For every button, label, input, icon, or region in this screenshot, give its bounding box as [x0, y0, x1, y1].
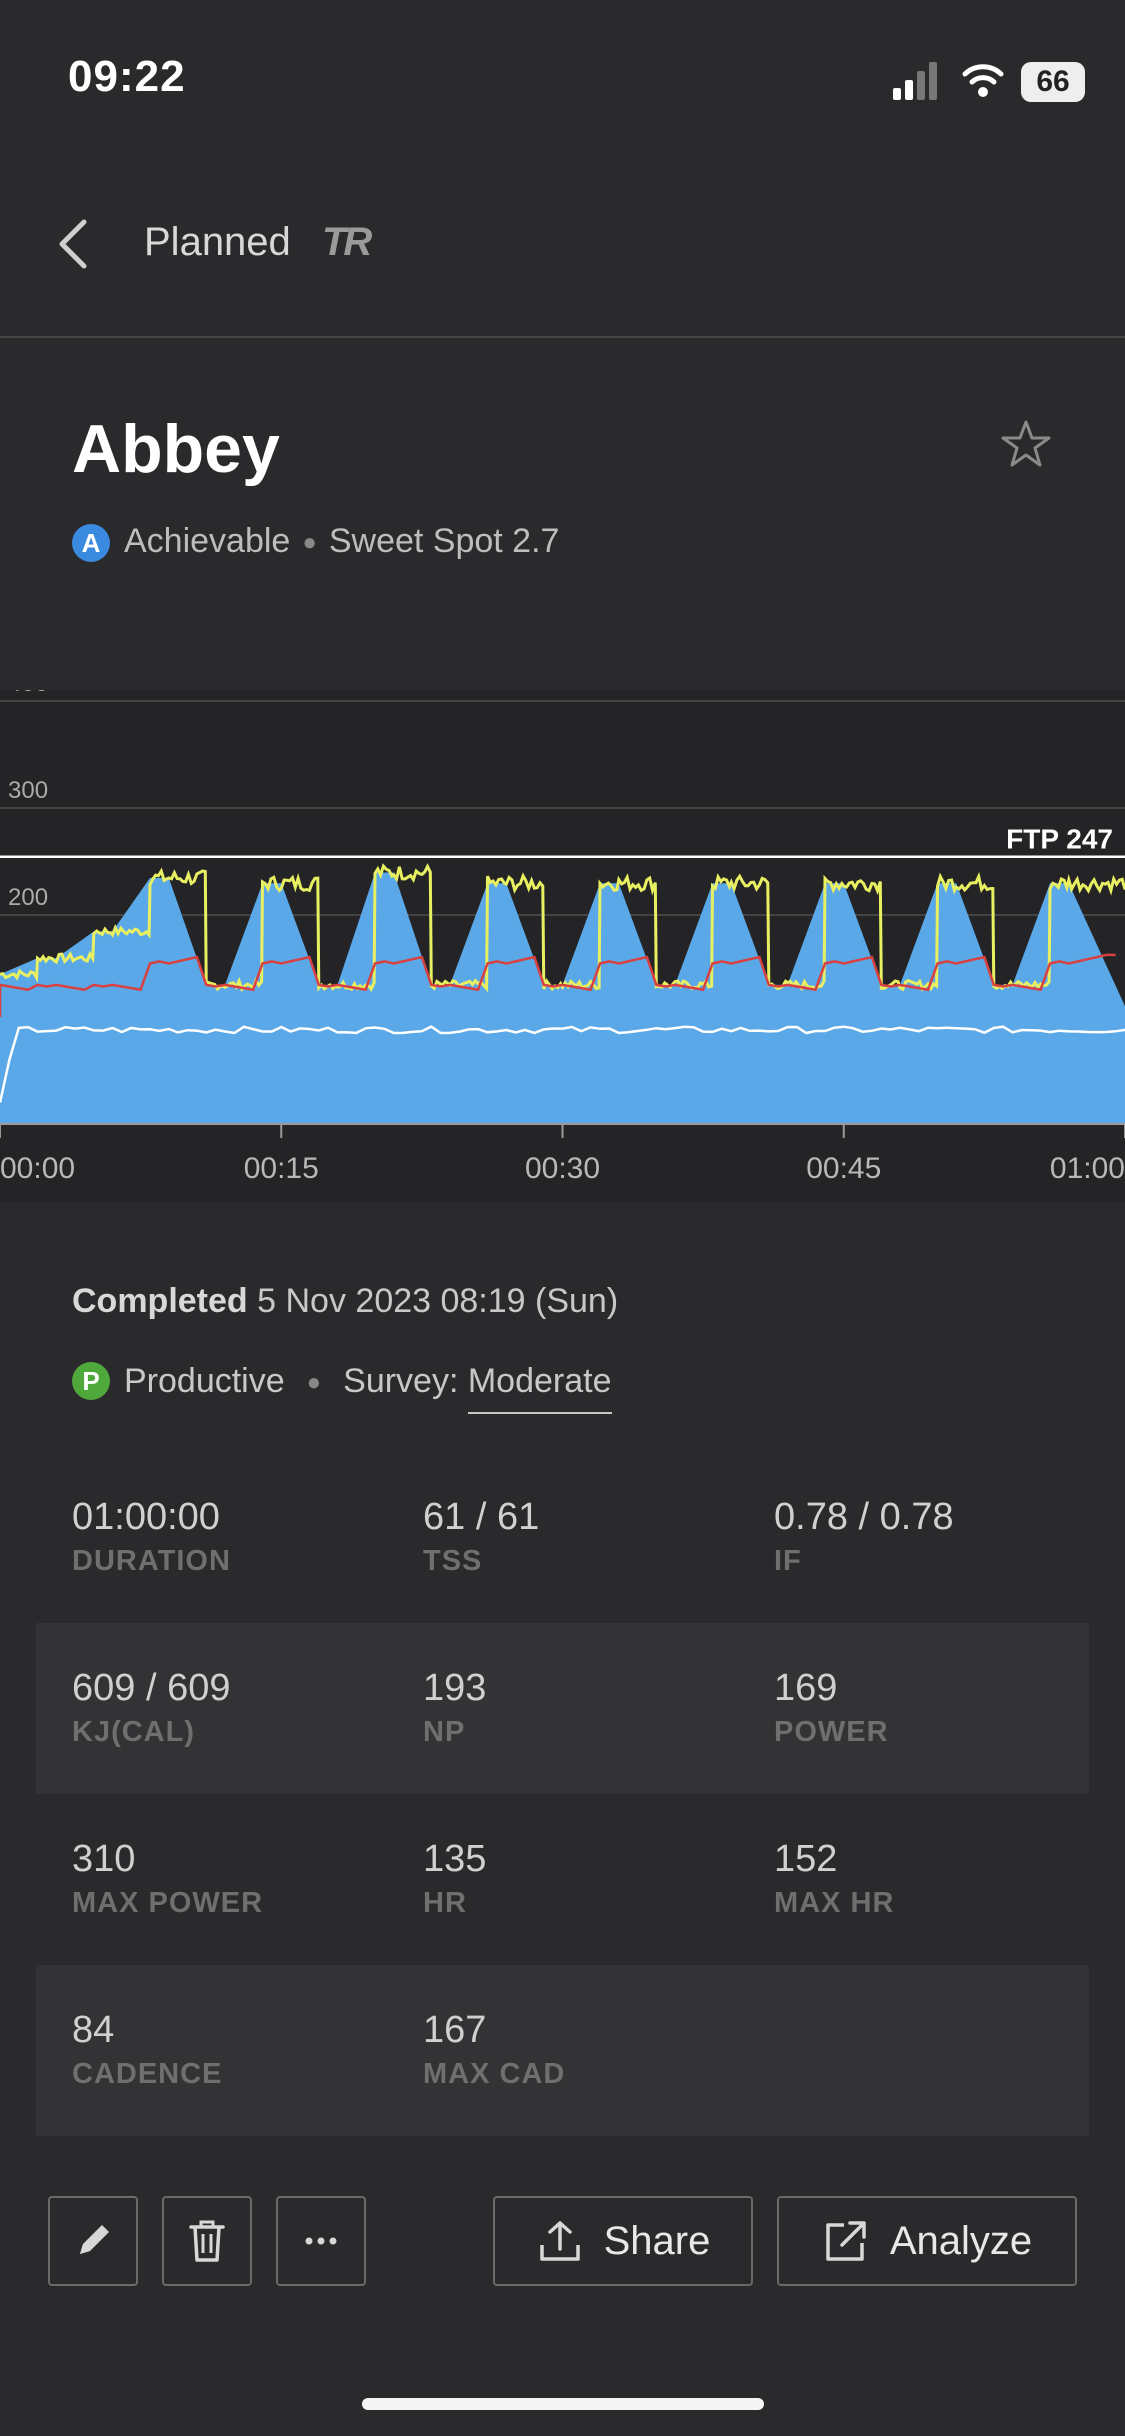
stat-label: TSS [423, 1545, 483, 1577]
stats-row: 84 CADENCE 167 MAX CAD [36, 1965, 1089, 2136]
difficulty-badge: A [72, 524, 110, 562]
stat-value: 169 [774, 1667, 838, 1709]
completed-date: 5 Nov 2023 08:19 (Sun) [257, 1282, 619, 1320]
back-label[interactable]: Planned [144, 220, 291, 264]
home-indicator [362, 2398, 764, 2410]
stat-value: 193 [423, 1667, 487, 1709]
stat-label: MAX CAD [423, 2058, 566, 2090]
nav-header [0, 180, 1125, 338]
y-tick-label: 400 [8, 690, 48, 697]
result-label: Productive [124, 1362, 285, 1400]
y-tick-label: 300 [8, 777, 48, 804]
y-tick-label: 200 [8, 884, 48, 911]
stat-label: MAX POWER [72, 1887, 264, 1919]
x-tick-label: 00:30 [525, 1152, 600, 1185]
workout-subtitle: Achievable ● Sweet Spot 2.7 [124, 522, 559, 561]
survey-value-link[interactable]: Moderate [467, 1362, 612, 1414]
survey-label: Survey: [343, 1362, 459, 1400]
wifi-icon [962, 64, 1004, 97]
stat-value: 135 [423, 1838, 487, 1880]
status-time: 09:22 [68, 52, 186, 101]
zone-label: Sweet Spot 2.7 [328, 522, 560, 560]
stat-max-hr: 152 MAX HR [774, 1838, 894, 1920]
stat-label: NP [423, 1716, 466, 1748]
stat-kj: 609 / 609 KJ(CAL) [72, 1667, 230, 1749]
edit-button[interactable] [48, 2196, 138, 2286]
difficulty-label: Achievable [124, 522, 291, 560]
more-dots-icon [305, 2237, 337, 2245]
stat-value: 310 [72, 1838, 136, 1880]
stats-grid: 01:00:00 DURATION 61 / 61 TSS 0.78 / 0.78 I… [36, 1452, 1089, 2136]
stat-label: DURATION [72, 1545, 231, 1577]
separator-dot: ● [302, 529, 317, 557]
stat-label: POWER [774, 1716, 889, 1748]
stat-cadence: 84 CADENCE [72, 2009, 222, 2091]
battery-indicator: 66 [1021, 62, 1085, 102]
separator-dot: ● [306, 1369, 322, 1397]
x-tick-label: 00:15 [244, 1152, 319, 1185]
ftp-label: FTP 247 [1006, 824, 1113, 855]
stat-value: 01:00:00 [72, 1496, 220, 1538]
trash-icon [189, 2220, 225, 2262]
stat-label: KJ(CAL) [72, 1716, 195, 1748]
stat-power: 169 POWER [774, 1667, 889, 1749]
share-icon [539, 2221, 580, 2261]
stat-max-power: 310 MAX POWER [72, 1838, 263, 1920]
stats-row: 310 MAX POWER 135 HR 152 MAX HR [36, 1794, 1089, 1965]
stat-tss: 61 / 61 TSS [423, 1496, 539, 1578]
x-tick-label: 00:45 [806, 1152, 881, 1185]
stat-label: MAX HR [774, 1887, 895, 1919]
stat-value: 152 [774, 1838, 838, 1880]
stat-value: 61 / 61 [423, 1496, 540, 1538]
delete-button[interactable] [162, 2196, 252, 2286]
cadence-line [0, 1025, 1125, 1103]
stat-label: CADENCE [72, 2058, 223, 2090]
cellular-signal-icon [893, 62, 937, 100]
stat-duration: 01:00:00 DURATION [72, 1496, 231, 1578]
analyze-label: Analyze [889, 2218, 1033, 2263]
stat-value: 0.78 / 0.78 [774, 1496, 954, 1538]
survey-row: Productive ● Survey: Moderate [124, 1362, 612, 1414]
stat-hr: 135 HR [423, 1838, 486, 1920]
trainerroad-logo: TR [322, 220, 372, 264]
stat-value: 84 [72, 2009, 115, 2051]
stat-if: 0.78 / 0.78 IF [774, 1496, 954, 1578]
stat-np: 193 NP [423, 1667, 486, 1749]
productive-badge: P [72, 1362, 110, 1400]
stat-value: 609 / 609 [72, 1667, 231, 1709]
stat-label: HR [423, 1887, 467, 1919]
stats-row: 01:00:00 DURATION 61 / 61 TSS 0.78 / 0.78 I… [36, 1452, 1089, 1623]
stat-max-cad: 167 MAX CAD [423, 2009, 565, 2091]
analyze-button[interactable]: Analyze [777, 2196, 1077, 2286]
share-label: Share [603, 2218, 711, 2263]
x-tick-label: 01:00 [1050, 1152, 1125, 1185]
more-button[interactable] [276, 2196, 366, 2286]
share-button[interactable]: Share [493, 2196, 753, 2286]
workout-title: Abbey [72, 411, 280, 487]
heart-rate-line [0, 953, 1116, 1017]
favorite-star-icon[interactable] [998, 416, 1054, 472]
workout-chart[interactable]: 400 300 200 FTP 247 00:00 00:15 00:30 00:45 01… [0, 690, 1125, 1202]
stat-label: IF [774, 1545, 802, 1577]
stats-row: 609 / 609 KJ(CAL) 193 NP 169 POWER [36, 1623, 1089, 1794]
pencil-icon [80, 2225, 109, 2254]
completed-info: Completed 5 Nov 2023 08:19 (Sun) [72, 1282, 618, 1321]
stat-value: 167 [423, 2009, 487, 2051]
completed-label: Completed [72, 1282, 248, 1320]
back-chevron-icon[interactable] [54, 218, 94, 270]
x-tick-label: 00:00 [0, 1152, 75, 1185]
external-link-icon [826, 2221, 866, 2261]
power-target-area [0, 872, 1125, 1124]
